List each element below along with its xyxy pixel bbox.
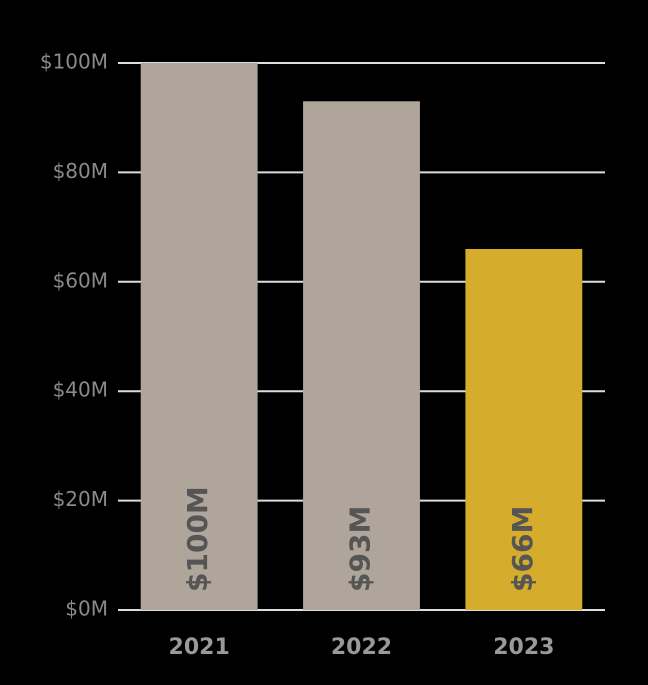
- y-tick-label: $20M: [53, 487, 108, 511]
- bar: [465, 248, 583, 611]
- value-label: $93M: [344, 506, 377, 592]
- y-tick-label: $80M: [53, 159, 108, 183]
- y-tick-label: $100M: [40, 50, 108, 74]
- y-tick-label: $0M: [65, 597, 108, 621]
- y-tick-label: $60M: [53, 268, 108, 292]
- x-tick-label: 2022: [331, 635, 392, 660]
- value-label: $100M: [181, 486, 214, 592]
- bar: [140, 63, 258, 610]
- y-tick-label: $40M: [53, 378, 108, 402]
- bar: [303, 101, 420, 610]
- x-tick-label: 2021: [169, 635, 230, 660]
- x-tick-label: 2023: [493, 635, 554, 660]
- value-label: $66M: [506, 506, 539, 592]
